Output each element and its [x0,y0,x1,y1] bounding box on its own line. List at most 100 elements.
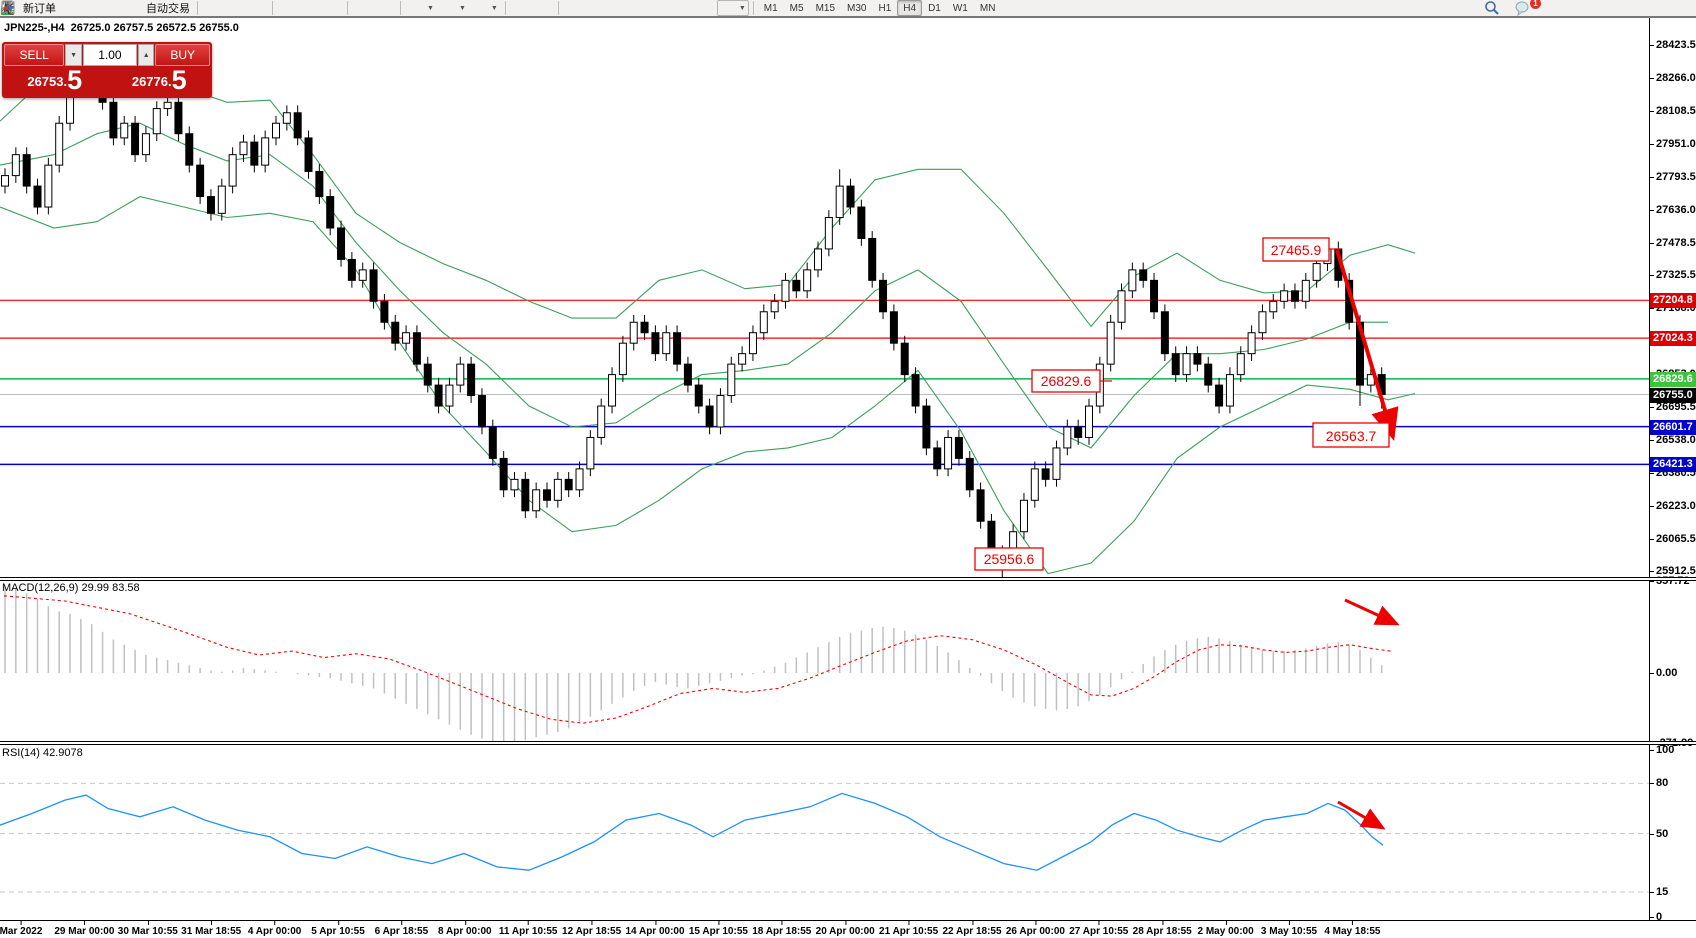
timeframe-m30[interactable]: M30 [847,2,867,14]
macd-tick-label: 0.00 [1648,667,1678,679]
equidistant-channel-button[interactable]: E [1,0,651,16]
pane-splitter-rsi[interactable] [0,741,1696,745]
buy-price[interactable]: 26776. 5 [109,67,211,95]
autotrade-label: 自动交易 [146,3,190,15]
fibonacci-button[interactable]: F [2,0,673,16]
price-annotation[interactable]: 26829.6 [1031,369,1101,393]
candle-body [174,101,183,135]
cursor-button[interactable] [4,0,532,16]
rsi-pane[interactable] [0,745,1649,920]
timeframe-w1[interactable]: W1 [952,2,968,14]
rsi-line [0,792,1384,871]
time-tick-label: 29 Mar 00:00 [54,921,115,937]
toolbar-separator [272,1,273,15]
time-tick-label: 22 Apr 18:55 [942,921,1002,937]
candle-body [1052,447,1061,480]
macd-pane[interactable] [0,580,1649,742]
timeframe-m5[interactable]: M5 [789,2,804,14]
candle-body [597,405,606,438]
chart-shift-button[interactable] [1,0,396,16]
rsi-name: RSI(14) [2,747,40,759]
notifications-button[interactable]: 1 [1514,0,1541,16]
toolbar-separator [557,1,559,15]
time-tick-label: 2 May 00:00 [1197,921,1254,937]
tile-windows-button[interactable] [2,0,343,16]
sell-price[interactable]: 26753. 5 [4,67,106,95]
search-button[interactable] [1484,0,1506,16]
add-object-button[interactable]: ▼ [1,0,437,16]
vline-icon [7,0,582,16]
trend-arrow-rsi[interactable] [1337,800,1386,830]
candle-body [445,384,454,407]
timeframe-m15[interactable]: M15 [815,2,836,14]
time-tick-label: 4 Apr 00:00 [247,921,302,937]
zoom-in-button[interactable] [1,0,299,16]
line-chart-button[interactable] [1,0,268,16]
candle-body [1247,332,1256,355]
eraser-button[interactable] [1,0,81,16]
vertical-line-button[interactable] [7,0,585,16]
autotrade-button[interactable]: 自动交易 [2,0,193,16]
trend-arrow-macd[interactable] [1344,598,1400,626]
time-tick-label: 27 Apr 10:55 [1069,921,1129,937]
timeframe-m1[interactable]: M1 [763,2,778,14]
time-axis[interactable]: Mar 2022 29 Mar 00:00 30 Mar 10:55 31 Mar 1… [0,920,1696,938]
candle-body [293,112,302,139]
candle-body [412,332,421,365]
candle-body [608,374,617,407]
price-annotation[interactable]: 27465.9 [1262,237,1330,262]
arrows-button[interactable]: ▼ [3,0,749,16]
candle-body [1312,263,1321,281]
horizontal-line-button[interactable] [2,0,607,16]
volume-input[interactable] [82,44,137,66]
periods-button[interactable]: ▼ [1,0,469,16]
candle-body [261,137,270,166]
sell-price-main: 26753 [27,74,64,89]
candles-icon [2,0,243,16]
ohlc-high: 26757.5 [113,22,154,34]
text-label-button[interactable]: T [1,0,717,16]
text-icon: A [4,0,692,16]
timeframe-d1[interactable]: D1 [928,2,941,14]
trend-arrow-main[interactable] [1335,249,1399,441]
hline-icon [2,0,604,16]
macd-name: MACD(12,26,9) [2,582,79,594]
candle-body [954,436,963,459]
zoom-out-button[interactable] [1,0,321,16]
macd-value-main: 29.99 [81,582,110,594]
signals-button[interactable] [4,0,125,16]
timeframe-mn[interactable]: MN [979,2,996,14]
volume-increase-button[interactable]: ▲ [137,44,155,66]
time-tick-label: 28 Apr 18:55 [1132,921,1192,937]
symbol-name: JPN225-,H4 [4,22,65,34]
crosshair-button[interactable] [2,0,554,16]
candle-body [640,321,649,334]
candle-body [770,300,779,313]
candle-body [553,478,562,501]
candle-chart-button[interactable] [2,0,246,16]
timeframe-h4[interactable]: H4 [897,0,923,16]
price-tick-label: 27325.5 [1649,269,1696,281]
price-tick-label: 26695.5 [1649,400,1696,413]
sell-button[interactable]: SELL [4,44,65,66]
price-annotation[interactable]: 25956.6 [974,547,1044,571]
toolbar-separator [197,1,198,15]
bar-chart-button[interactable] [2,0,224,16]
candle-body [1085,405,1093,438]
pane-splitter-macd[interactable] [0,577,1696,581]
time-tick-label: 11 Apr 10:55 [498,921,558,937]
main-chart[interactable]: 27465.9 26829.6 26563.7 25956.6 [0,18,1649,577]
text-button[interactable]: A [4,0,695,16]
volume-decrease-button[interactable]: ▼ [65,44,82,66]
timeframe-h1[interactable]: H1 [878,2,892,14]
candle-body [347,258,356,281]
terminal-button[interactable] [1,0,103,16]
candle-body [55,122,64,166]
candle-body [315,170,324,198]
indicators-button[interactable]: ▼ [1,0,501,16]
candle-body [1182,353,1191,376]
price-annotation[interactable]: 26563.7 [1312,422,1390,448]
trendline-button[interactable] [2,0,629,16]
new-chart-button[interactable] [1,0,374,16]
buy-button[interactable]: BUY [155,44,210,66]
